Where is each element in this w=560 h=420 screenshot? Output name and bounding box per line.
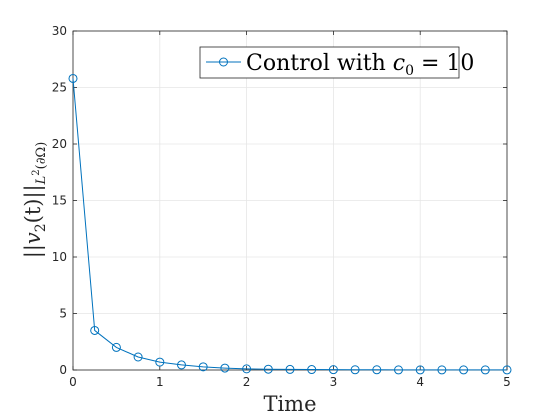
y-tick-label: 10 xyxy=(52,250,67,264)
data-point xyxy=(415,365,425,375)
y-axis-title-sup: 2 xyxy=(31,169,42,175)
data-point xyxy=(133,352,143,362)
data-point xyxy=(111,342,121,352)
data-point xyxy=(198,362,208,372)
data-point xyxy=(155,357,165,367)
y-axis-title: ||v2(t)||L2(∂Ω) xyxy=(21,142,49,259)
series-group xyxy=(68,73,512,375)
y-tick-label: 20 xyxy=(52,137,67,151)
data-point xyxy=(220,363,230,373)
x-axis-title: Time xyxy=(263,392,316,416)
y-axis-title-sub: 2 xyxy=(33,223,49,232)
data-point xyxy=(502,365,512,375)
data-point xyxy=(372,365,382,375)
x-tick-label: 4 xyxy=(416,375,424,389)
data-point xyxy=(68,73,78,83)
y-tick-label: 5 xyxy=(59,307,67,321)
x-tick-label: 3 xyxy=(330,375,338,389)
data-point xyxy=(242,364,252,374)
legend-label: Control with c0 = 10 xyxy=(246,51,474,79)
series-line xyxy=(72,78,507,371)
legend-box xyxy=(199,46,460,79)
legend-label-sub: 0 xyxy=(405,63,414,79)
y-axis-title-main: ||v xyxy=(21,232,46,258)
data-point xyxy=(459,365,469,375)
legend-label-eq: = 10 xyxy=(414,51,474,76)
data-point xyxy=(177,360,186,370)
data-point xyxy=(437,365,447,375)
data-point xyxy=(307,365,317,375)
data-point xyxy=(263,364,273,374)
y-tick-label: 15 xyxy=(52,194,67,208)
axis-ticks: 0 1 2 3 4 5 0 5 10 15 20 25 30 xyxy=(52,24,511,389)
y-axis-title-text: ||v2(t)||L2(∂Ω) xyxy=(21,142,49,259)
y-axis-title-mid: (t)|| xyxy=(21,184,46,223)
x-tick-label: 5 xyxy=(503,375,511,389)
data-point xyxy=(394,365,403,375)
legend-label-var: c xyxy=(393,51,405,76)
x-tick-label: 2 xyxy=(243,375,251,389)
y-tick-label: 25 xyxy=(52,81,67,95)
data-point xyxy=(328,365,338,375)
y-axis-title-sub2: L xyxy=(34,176,49,186)
y-axis-title-tail: (∂Ω) xyxy=(34,142,49,170)
legend-marker xyxy=(219,57,228,67)
data-point xyxy=(285,364,295,374)
x-tick-label: 1 xyxy=(156,375,164,389)
x-tick-label: 0 xyxy=(69,375,77,389)
legend: Control with c0 = 10 xyxy=(199,46,474,79)
data-point xyxy=(480,365,490,375)
data-point xyxy=(90,325,100,335)
y-tick-label: 30 xyxy=(52,24,67,38)
legend-label-prefix: Control with xyxy=(246,51,393,76)
data-point xyxy=(350,365,360,375)
grid-lines xyxy=(72,30,508,371)
y-tick-label: 0 xyxy=(59,363,67,377)
